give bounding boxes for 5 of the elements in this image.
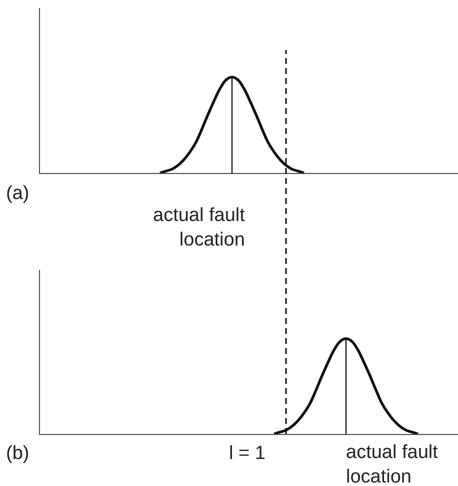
text: (a) — [6, 183, 30, 204]
text: actual fault location — [346, 442, 439, 486]
text: actual fault location — [153, 205, 246, 251]
text: l = 1 — [229, 443, 266, 464]
text: (b) — [6, 443, 30, 464]
